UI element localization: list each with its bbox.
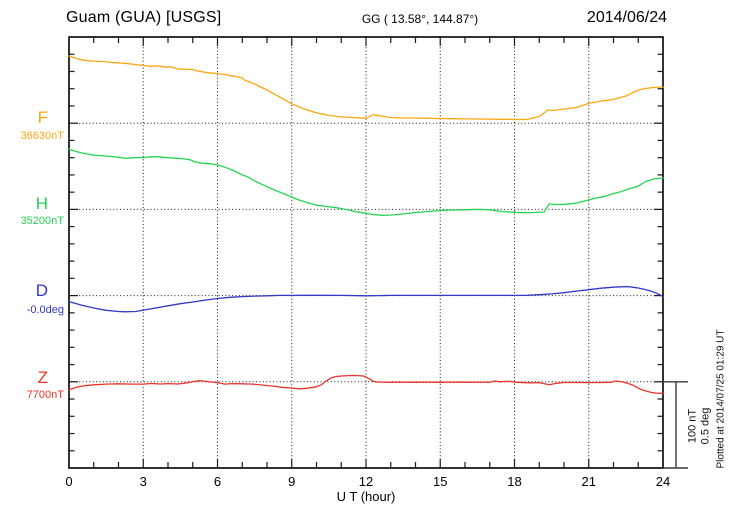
x-tick-label: 24 bbox=[655, 474, 671, 489]
channel-baseline-h: 35200nT bbox=[20, 215, 64, 227]
plotted-at-note: Plotted at 2014/07/25 01:29 UT bbox=[715, 329, 727, 469]
scale-bar-label: 100 nT 0.5 deg bbox=[686, 408, 711, 445]
channel-label-z: Z bbox=[37, 368, 48, 387]
x-tick-label: 15 bbox=[433, 474, 448, 489]
channel-baseline-z: 7700nT bbox=[26, 389, 64, 401]
plot-frame bbox=[68, 36, 664, 469]
scale-bar-nt: 100 nT bbox=[686, 408, 699, 444]
trace-F bbox=[68, 55, 664, 121]
channel-baseline-f: 36630nT bbox=[20, 130, 64, 142]
scale-bar-deg: 0.5 deg bbox=[699, 407, 711, 445]
x-axis-label: U T (hour) bbox=[336, 489, 396, 504]
x-tick-label: 9 bbox=[288, 474, 296, 489]
x-tick-label: 12 bbox=[358, 474, 374, 489]
x-tick-label: 3 bbox=[139, 474, 147, 489]
station-title: Guam (GUA) [USGS] bbox=[66, 9, 222, 26]
channel-label-f: F bbox=[37, 108, 48, 127]
x-tick-label: 0 bbox=[65, 474, 73, 489]
channel-label-d: D bbox=[35, 281, 48, 300]
x-tick-label: 6 bbox=[213, 474, 222, 489]
trace-D bbox=[68, 285, 664, 313]
trace-H bbox=[68, 148, 664, 217]
plot-date: 2014/06/24 bbox=[586, 9, 667, 26]
x-tick-label: 21 bbox=[581, 474, 596, 489]
channel-baseline-d: -0.0deg bbox=[26, 304, 64, 316]
channel-label-h: H bbox=[35, 194, 48, 213]
station-coordinates: GG ( 13.58°, 144.87°) bbox=[361, 12, 479, 26]
x-tick-label: 18 bbox=[507, 474, 522, 489]
trace-Z bbox=[68, 374, 664, 394]
